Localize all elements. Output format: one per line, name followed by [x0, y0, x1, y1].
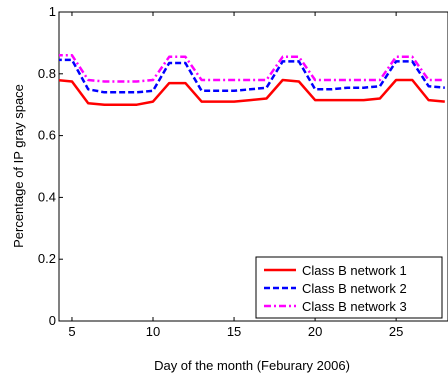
- y-tick-label: 0.2: [38, 251, 56, 266]
- x-axis-label: Day of the month (Feburary 2006): [154, 358, 350, 373]
- series-line-1: [59, 78, 445, 106]
- legend-label-1: Class B network 1: [302, 263, 407, 278]
- x-axis: 5 10 15 20 25: [68, 12, 403, 339]
- legend-label-3: Class B network 3: [302, 299, 407, 314]
- y-tick-label: 0: [49, 313, 56, 328]
- x-tick-label: 15: [227, 324, 241, 339]
- legend: Class B network 1 Class B network 2 Class …: [255, 256, 443, 319]
- x-tick-label: 10: [146, 324, 160, 339]
- x-tick-label: 5: [68, 324, 75, 339]
- x-tick-label: 25: [389, 324, 403, 339]
- x-tick-label: 20: [308, 324, 322, 339]
- y-tick-label: 0.6: [38, 128, 56, 143]
- series-line-3: [59, 54, 445, 83]
- series-line-2: [59, 58, 445, 94]
- series-layer: [59, 54, 445, 106]
- y-tick-label: 0.4: [38, 189, 56, 204]
- y-tick-label: 1: [49, 4, 56, 19]
- y-tick-label: 0.8: [38, 66, 56, 81]
- y-axis: 0 0.2 0.4 0.6 0.8 1: [38, 4, 63, 328]
- legend-label-2: Class B network 2: [302, 281, 407, 296]
- y-axis-label: Percentage of IP gray space: [11, 84, 26, 248]
